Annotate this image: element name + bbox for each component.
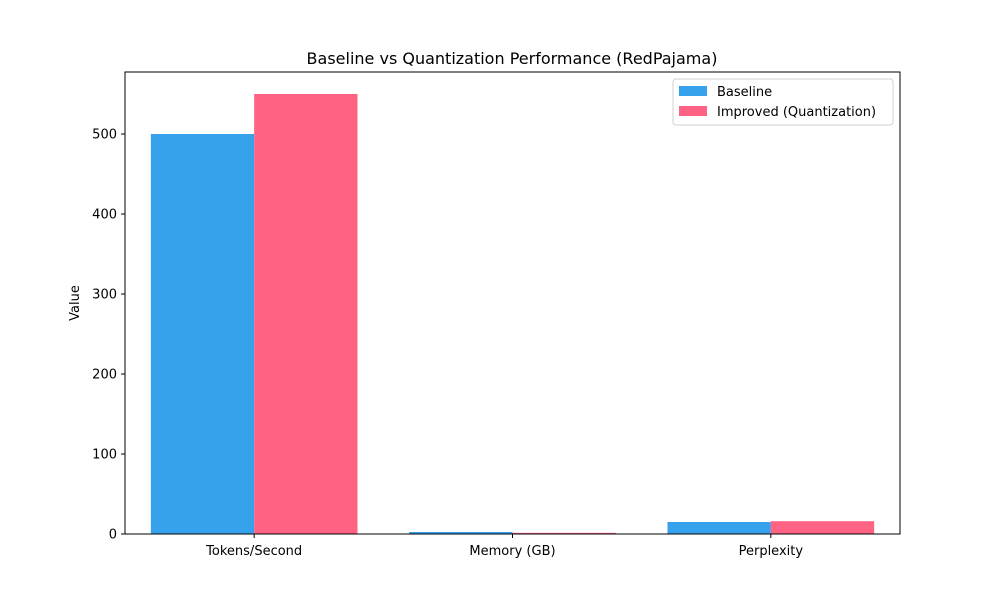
legend-swatch [679, 86, 707, 96]
axes-layer: 0 100 200 300 400 500 Tokens/Second Memory (GB)… [92, 71, 901, 559]
bars-layer [150, 94, 875, 534]
legend-label: Improved (Quantization) [717, 105, 876, 120]
y-tick-label: 300 [92, 288, 117, 303]
x-tick-label: Perplexity [739, 544, 804, 559]
y-tick-label: 500 [92, 128, 117, 143]
bar-baseline-2 [667, 522, 771, 534]
y-tick-label: 100 [92, 448, 117, 463]
x-tick-label: Tokens/Second [205, 544, 302, 559]
y-tick-label: 400 [92, 208, 117, 223]
x-tick-label: Memory (GB) [469, 544, 555, 559]
y-tick-label: 0 [109, 528, 117, 543]
bar-improved-quantization--0 [254, 94, 358, 534]
bar-improved-quantization--2 [770, 521, 875, 534]
y-tick-label: 200 [92, 368, 117, 383]
bar-improved-quantization--1 [512, 532, 616, 534]
legend-swatch [679, 106, 707, 116]
y-axis-label: Value [68, 285, 83, 321]
bar-baseline-1 [409, 532, 513, 534]
legend-frame [672, 78, 894, 126]
legend-label: Baseline [717, 85, 772, 100]
chart-title: Baseline vs Quantization Performance (Re… [307, 49, 718, 68]
legend: Baseline Improved (Quantization) [672, 78, 894, 126]
bar-baseline-0 [150, 134, 255, 534]
